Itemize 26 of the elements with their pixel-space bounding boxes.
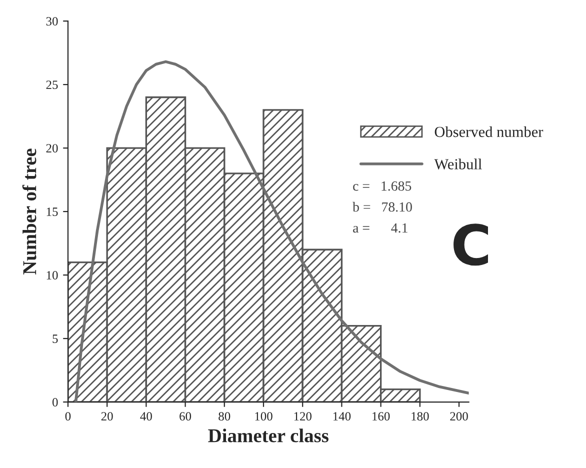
y-tick-label: 25 <box>46 80 58 90</box>
x-tick-label: 160 <box>372 412 390 421</box>
x-tick-label: 20 <box>101 412 113 421</box>
annotation: b = 78.10 <box>352 202 412 212</box>
annotation: a = 4.1 <box>353 223 408 233</box>
y-tick-label: 30 <box>46 17 58 26</box>
x-tick-label: 60 <box>180 412 192 421</box>
x-tick-label: 180 <box>412 412 429 421</box>
x-tick-label: 100 <box>255 412 272 421</box>
x-axis-title: Diameter class <box>208 428 328 442</box>
legend-label: Weibull <box>434 158 482 170</box>
x-tick-label: 140 <box>333 412 351 421</box>
x-tick-label: 0 <box>65 412 71 421</box>
y-tick-label: 0 <box>52 398 58 406</box>
x-tick-label: 120 <box>294 412 312 421</box>
y-tick-label: 10 <box>46 271 58 280</box>
annotation: c = 1.685 <box>353 181 412 191</box>
y-tick-label: 5 <box>52 334 58 343</box>
legend-label: Observed number <box>434 126 544 138</box>
x-tick-label: 80 <box>218 412 230 421</box>
annotation: C <box>454 224 488 266</box>
y-tick-label: 15 <box>46 208 58 216</box>
x-tick-label: 40 <box>140 412 152 421</box>
x-tick-label: 200 <box>450 412 468 421</box>
y-tick-label: 20 <box>46 144 58 153</box>
y-axis-title: Number of tree <box>22 148 36 275</box>
